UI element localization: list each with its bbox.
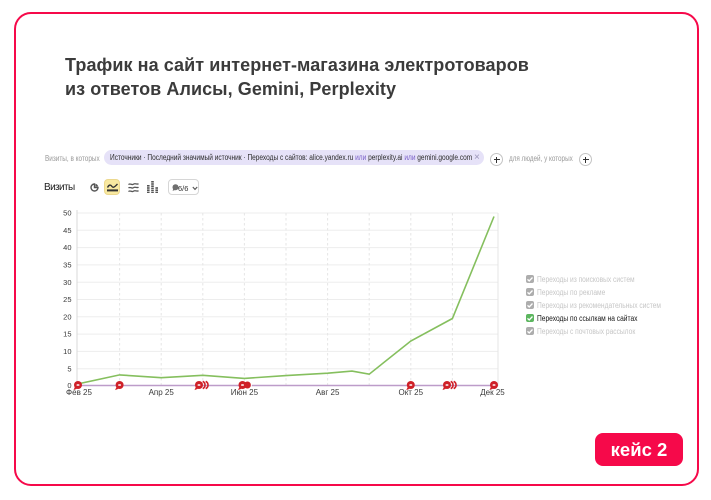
svg-text:Апр 25: Апр 25 — [149, 388, 175, 397]
svg-text:30: 30 — [63, 278, 71, 287]
svg-text:25: 25 — [63, 295, 71, 304]
svg-text:40: 40 — [63, 243, 71, 252]
svg-text:Авг 25: Авг 25 — [316, 388, 340, 397]
svg-text:5: 5 — [67, 364, 71, 373]
svg-text:Окт 25: Окт 25 — [398, 388, 423, 397]
svg-text:50: 50 — [63, 209, 71, 218]
svg-text:Июн 25: Июн 25 — [231, 388, 259, 397]
svg-text:15: 15 — [63, 330, 71, 339]
svg-text:0: 0 — [67, 381, 71, 390]
svg-text:45: 45 — [63, 226, 71, 235]
svg-text:10: 10 — [63, 347, 71, 356]
svg-text:Дек 25: Дек 25 — [480, 388, 505, 397]
svg-text:35: 35 — [63, 261, 71, 270]
svg-text:20: 20 — [63, 312, 71, 321]
svg-text:Фев 25: Фев 25 — [66, 388, 92, 397]
